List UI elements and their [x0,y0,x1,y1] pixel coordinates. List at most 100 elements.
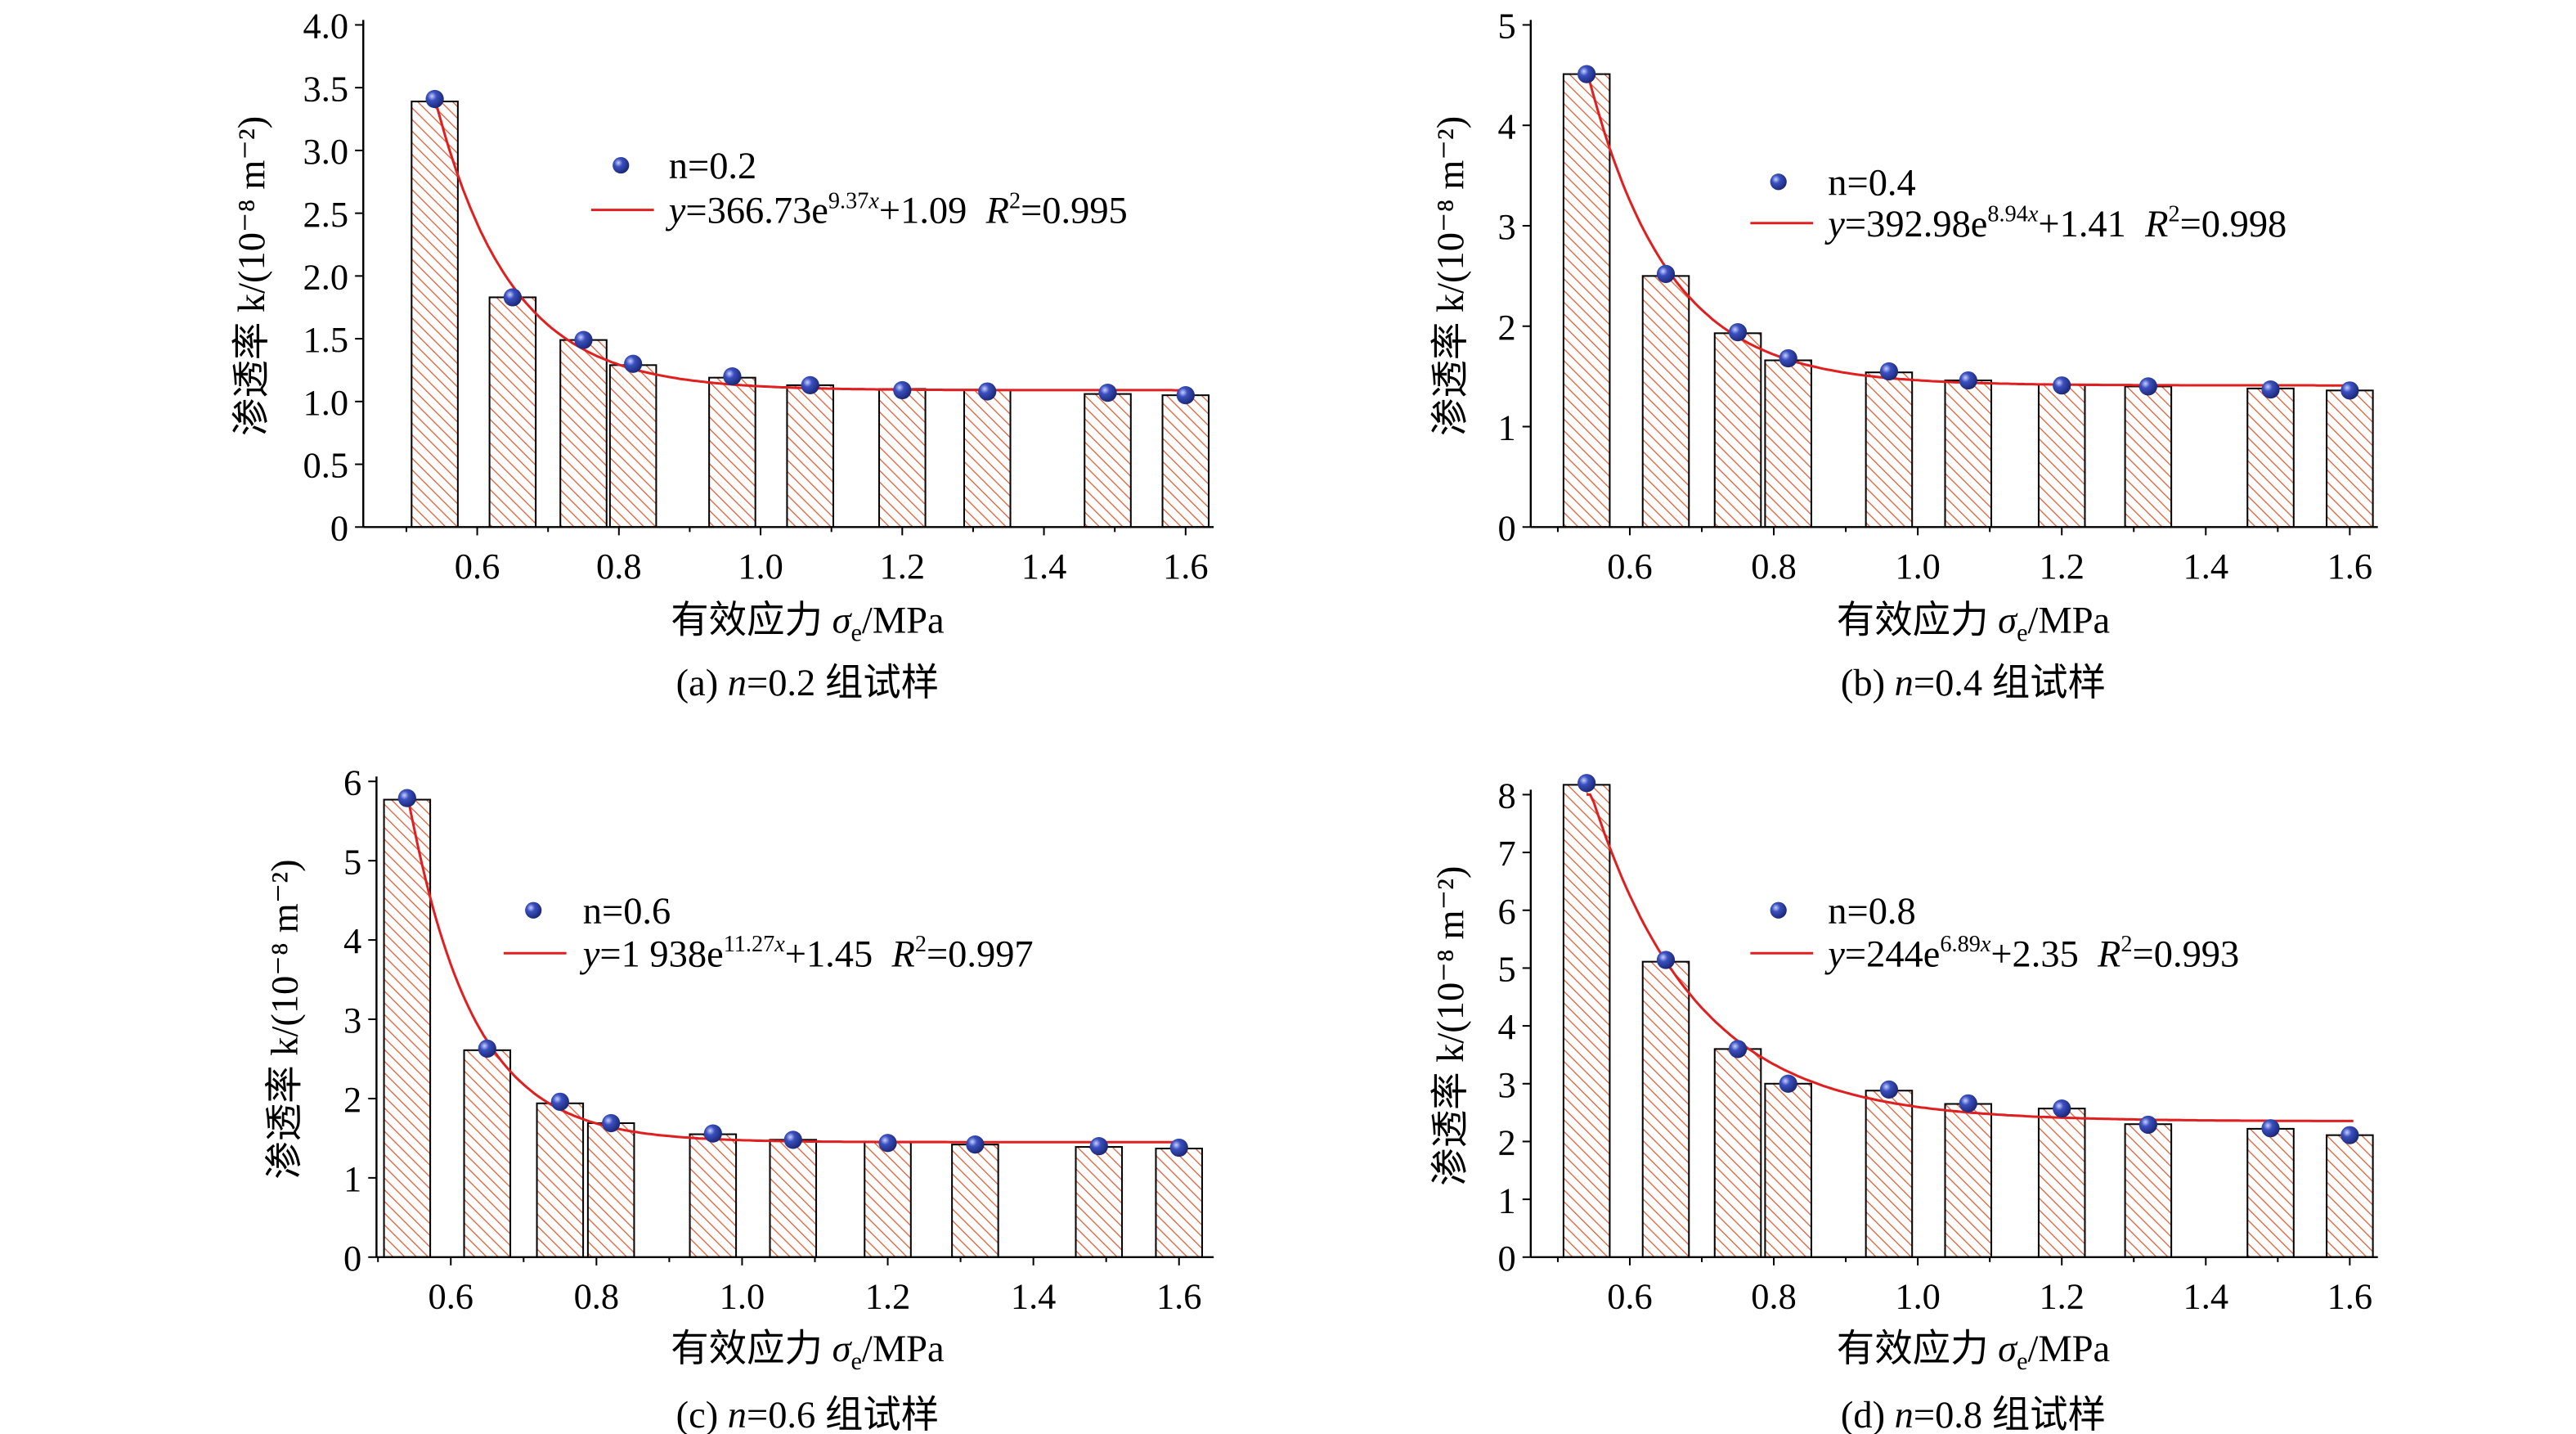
x-tick-label: 0.8 [596,546,642,587]
bar [586,1122,635,1258]
data-point [397,789,416,807]
bar [1084,393,1132,528]
panel-caption: (b) n=0.4 组试样 [1841,663,2106,704]
text-span: =0.998 [2180,204,2287,245]
y-axis-label: 渗透率 k/(10⁻⁸ m⁻²) [264,859,306,1179]
data-point [1169,1138,1188,1158]
text-span: n [728,1395,747,1434]
legend-marker-points [1770,173,1787,191]
y-tick-label: 3.5 [303,68,349,109]
bar [1713,332,1762,528]
bar [559,339,608,528]
data-point [1728,323,1748,342]
text-span: (d) [1841,1395,1895,1434]
x-tick-label: 1.4 [2183,546,2229,587]
y-tick-label: 4 [343,920,361,961]
data-point [1879,362,1899,381]
y-tick-label: 6 [1497,891,1515,932]
text-span: e [2017,1347,2027,1375]
x-tick-label: 1.6 [1163,546,1209,587]
text-span: 11.27 [724,932,775,957]
text-span: =0.2 组试样 [747,663,939,704]
panel-caption: (c) n=0.6 组试样 [676,1395,940,1434]
text-span: 2 [1009,189,1021,214]
text-span: 2 [915,932,927,957]
text-span: +2.35 [1990,933,2098,975]
text-span: 2 [2120,932,2132,957]
chart-panel-b: 0 1 2 3 4 5 0.6 0.8 1.0 1.2 1.4 1.6 有效应力 σe/MPa 渗透率 k… [1430,6,2378,704]
y-tick-label: 1 [343,1158,361,1199]
bar [1944,1103,1993,1258]
data-point [1959,371,1977,390]
text-span: +1.41 [2038,204,2145,245]
text-span: R [985,191,1009,232]
text-span: 有效应力 [1837,600,1998,642]
bar [608,364,657,528]
panel-caption: (d) n=0.8 组试样 [1841,1395,2106,1434]
x-tick-label: 1.0 [738,546,783,587]
x-tick-label: 1.6 [2327,546,2373,587]
x-tick-label: 0.6 [455,546,500,587]
text-span: x [1980,932,1991,957]
bar [689,1133,738,1258]
y-tick-label: 3 [343,1000,361,1041]
x-tick-label: 1.6 [2327,1275,2373,1316]
data-point [2053,376,2071,395]
bar [708,376,756,528]
y-tick-label: 2 [1497,307,1515,348]
bar [1764,1082,1812,1258]
bar [963,389,1012,528]
panel-caption: (a) n=0.2 组试样 [676,663,940,704]
y-tick-label: 0 [343,1238,361,1279]
data-point [2138,377,2157,396]
bar [1641,275,1690,528]
data-point [602,1113,621,1133]
bar [951,1144,999,1258]
bar [1155,1147,1204,1258]
text-span: +1.09 [879,191,986,232]
text-span: =244e [1845,933,1940,975]
y-tick-label: 0 [1497,507,1515,548]
data-point [2340,1126,2359,1144]
legend-marker-points [525,901,542,919]
y-tick-label: 6 [343,762,361,802]
text-span: =0.8 组试样 [1914,1395,2106,1434]
text-span: n [728,663,747,704]
text-span: σ [832,1328,853,1370]
y-tick-label: 1 [1497,407,1515,448]
y-tick-label: 2 [343,1079,361,1120]
x-tick-label: 0.8 [1751,546,1797,587]
text-span: e [850,619,861,647]
y-tick-label: 1.5 [303,319,349,360]
legend-label-points: n=0.8 [1828,891,1915,933]
bar [1562,784,1611,1258]
y-tick-label: 8 [1497,775,1515,816]
data-point [624,354,643,373]
bar [2326,1134,2374,1258]
y-tick-label: 4 [1497,1006,1515,1047]
text-span: /MPa [2028,600,2111,642]
text-span: =0.995 [1021,191,1128,232]
data-point [966,1135,985,1154]
y-tick-label: 1.0 [303,382,349,423]
legend-label-points: n=0.6 [583,891,671,933]
text-span: =1 938e [599,933,723,975]
text-span: x [2027,202,2039,227]
text-span: 9.37 [828,189,868,214]
data-point [703,1124,722,1143]
text-span: y [1824,204,1845,245]
text-span: σ [832,600,853,642]
y-tick-label: 7 [1497,833,1515,874]
data-point [503,288,522,307]
text-span: +1.45 [785,933,892,975]
y-tick-label: 4.0 [303,6,349,47]
x-tick-label: 0.8 [574,1275,620,1316]
text-span: =392.98e [1845,204,1988,245]
data-point [550,1092,569,1111]
y-axis-label: 渗透率 k/(10⁻⁸ m⁻²) [1430,116,1472,436]
legend-label-fit: y=1 938e11.27x+1.45 R2=0.997 [580,932,1034,975]
data-point [1959,1094,1977,1113]
data-point [2261,1119,2280,1138]
text-span: y [1824,933,1845,975]
text-span: R [891,933,914,975]
